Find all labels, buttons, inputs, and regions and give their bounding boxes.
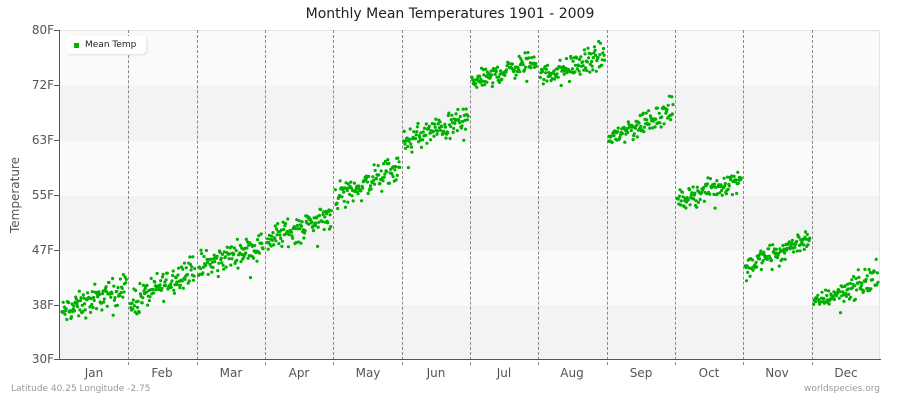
y-axis-title-text: Temperature (8, 156, 22, 233)
y-tick-label: 55F (31, 188, 54, 202)
x-axis-line (59, 359, 881, 360)
grid-band (60, 196, 879, 251)
y-axis-title: Temperature (8, 157, 22, 233)
coordinates-note: Latitude 40.25 Longitude -2.75 (11, 384, 151, 394)
y-tick (54, 85, 60, 86)
x-tick-label: Dec (834, 366, 858, 380)
month-divider (402, 30, 403, 365)
month-divider (265, 30, 266, 365)
x-tick-label: May (355, 366, 381, 380)
x-tick-label: Aug (560, 366, 584, 380)
month-divider (675, 30, 676, 365)
x-tick-label: Oct (698, 366, 720, 380)
month-divider (197, 30, 198, 365)
y-tick-label: 72F (31, 78, 54, 92)
y-tick (54, 195, 60, 196)
month-divider (128, 30, 129, 365)
x-tick-label: Feb (151, 366, 173, 380)
y-tick (54, 305, 60, 306)
grid-band (60, 86, 879, 141)
y-tick-label: 63F (31, 133, 54, 147)
y-tick (54, 250, 60, 251)
x-tick-label: Nov (765, 366, 789, 380)
y-tick-label: 38F (31, 298, 54, 312)
y-tick (54, 140, 60, 141)
month-divider (607, 30, 608, 365)
x-tick-label: Apr (288, 366, 310, 380)
y-tick-label: 47F (31, 243, 54, 257)
month-divider (333, 30, 334, 365)
y-tick-label: 80F (31, 23, 54, 37)
legend: Mean Temp (66, 36, 147, 54)
legend-swatch-icon (74, 42, 79, 48)
x-tick-label: Jul (496, 366, 512, 380)
x-tick-label: Jun (426, 366, 446, 380)
source-credit: worldspecies.org (803, 384, 880, 394)
month-divider (812, 30, 813, 365)
grid-band (60, 305, 879, 360)
y-tick (54, 359, 60, 360)
x-tick-label: Sep (629, 366, 653, 380)
y-tick (54, 30, 60, 31)
chart-title: Monthly Mean Temperatures 1901 - 2009 (305, 6, 595, 22)
y-tick-label: 30F (31, 352, 54, 366)
month-divider (538, 30, 539, 365)
month-divider (470, 30, 471, 365)
x-tick-label: Jan (84, 366, 104, 380)
legend-label: Mean Temp (85, 40, 137, 50)
month-divider (743, 30, 744, 365)
x-tick-label: Mar (219, 366, 243, 380)
